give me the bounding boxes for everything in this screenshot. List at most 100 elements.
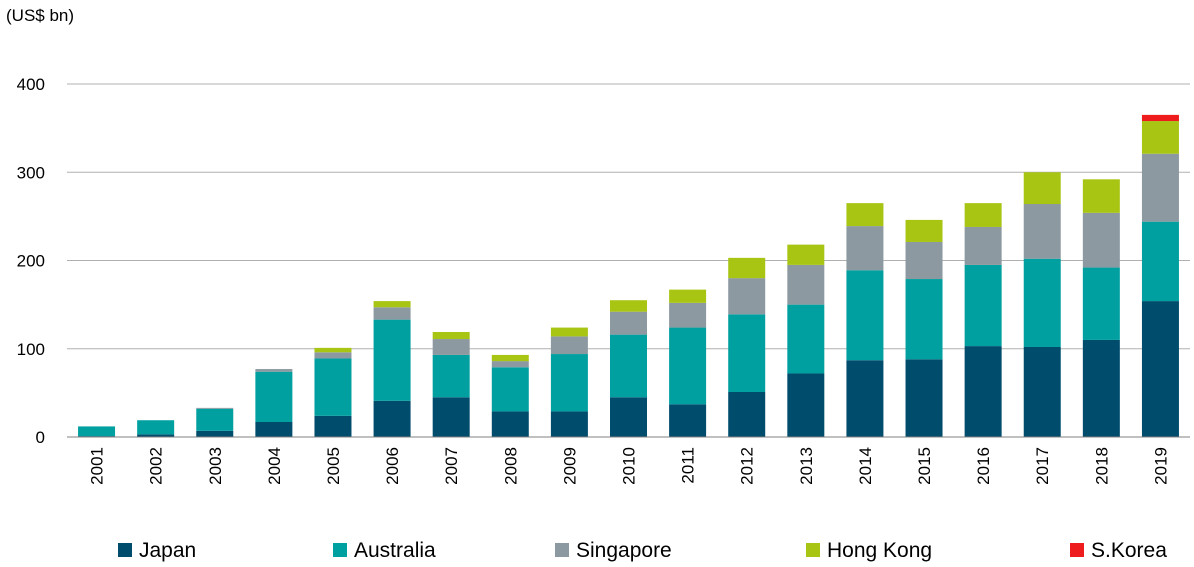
bar-segment: [1141, 114, 1179, 122]
bar-segment: [432, 354, 470, 398]
x-tick-label: 2010: [620, 447, 639, 485]
legend-swatch: [806, 543, 820, 557]
bar-segment: [550, 327, 588, 337]
legend-label: Singapore: [576, 539, 672, 562]
x-tick-label: 2018: [1092, 447, 1111, 485]
bar-segment: [137, 420, 175, 435]
y-tick-label: 0: [36, 428, 45, 447]
bar-segment: [373, 301, 411, 308]
bar-segment: [1023, 204, 1061, 259]
bar-segment: [669, 289, 707, 303]
legend-swatch: [118, 543, 132, 557]
bar-segment: [846, 360, 884, 437]
bar-segment: [669, 302, 707, 328]
bar-segment: [1023, 172, 1061, 205]
bar-segment: [964, 264, 1002, 347]
bar-segment: [255, 421, 293, 437]
bar-segment: [1023, 346, 1061, 437]
bar-segment: [669, 327, 707, 405]
x-tick-label: 2011: [679, 447, 698, 484]
bar-segment: [905, 219, 943, 242]
legend-swatch: [1070, 543, 1084, 557]
x-tick-label: 2015: [915, 447, 934, 485]
bar-segment: [964, 203, 1002, 227]
bar-segment: [314, 358, 352, 416]
bar-segment: [196, 407, 234, 409]
y-axis-label: (US$ bn): [6, 6, 74, 25]
bar-segment: [1141, 301, 1179, 437]
bar-segment: [964, 346, 1002, 437]
bar-segment: [373, 319, 411, 401]
bar-segment: [610, 300, 647, 312]
y-tick-label: 200: [17, 252, 45, 271]
bar-segment: [491, 361, 529, 368]
bar-segment: [550, 411, 588, 437]
x-tick-label: 2004: [265, 447, 284, 485]
bar-segment: [432, 331, 470, 340]
bar-segment: [846, 270, 884, 361]
bar-segment: [196, 430, 234, 437]
bar-segment: [255, 371, 293, 422]
bar-segment: [196, 408, 234, 431]
bar-segment: [610, 311, 647, 335]
y-tick-label: 400: [17, 75, 45, 94]
bar-segment: [787, 264, 825, 305]
x-tick-label: 2003: [206, 447, 225, 485]
bar-segment: [432, 339, 470, 355]
bar-segment: [491, 354, 529, 362]
legend-label: Hong Kong: [827, 539, 932, 562]
x-tick-label: 2008: [501, 447, 520, 485]
x-tick-label: 2006: [383, 447, 402, 485]
bar-segment: [373, 307, 411, 320]
bar-segment: [728, 314, 766, 392]
bar-segment: [1141, 121, 1179, 154]
x-tick-label: 2014: [856, 447, 875, 485]
bar-segment: [137, 434, 175, 437]
bar-segment: [491, 411, 529, 437]
bar-segment: [1141, 153, 1179, 222]
legend-label: Australia: [354, 539, 436, 562]
bar-segment: [491, 367, 529, 412]
y-tick-label: 100: [17, 340, 45, 359]
bar-segment: [550, 354, 588, 412]
bar-segment: [255, 369, 293, 372]
bar-segment: [846, 226, 884, 271]
x-tick-label: 2002: [147, 447, 166, 485]
legend-swatch: [333, 543, 347, 557]
bar-segment: [1023, 258, 1061, 347]
legend-label: Japan: [139, 539, 196, 562]
bar-segment: [728, 391, 766, 437]
bar-segment: [373, 400, 411, 437]
x-tick-label: 2017: [1033, 447, 1052, 485]
bar-segment: [550, 336, 588, 355]
x-tick-label: 2016: [974, 447, 993, 485]
bar-segment: [1082, 212, 1120, 268]
x-tick-label: 2012: [738, 447, 757, 485]
bar-segment: [1082, 339, 1120, 437]
x-tick-label: 2001: [88, 447, 107, 485]
legend-label: S.Korea: [1091, 539, 1167, 562]
x-tick-label: 2007: [442, 447, 461, 485]
bar-segment: [314, 347, 352, 353]
bar-segment: [787, 304, 825, 374]
bar-segment: [314, 352, 352, 359]
x-tick-label: 2019: [1151, 447, 1170, 485]
bar-segment: [1141, 221, 1179, 302]
bar-segment: [669, 404, 707, 437]
x-tick-label: 2009: [560, 447, 579, 485]
y-tick-label: 300: [17, 163, 45, 182]
bar-segment: [905, 241, 943, 280]
bar-segment: [846, 203, 884, 227]
x-tick-label: 2013: [797, 447, 816, 485]
x-tick-label: 2005: [324, 447, 343, 485]
bar-segment: [728, 278, 766, 315]
bar-segment: [610, 334, 647, 398]
bar-segment: [432, 397, 470, 437]
bar-segment: [610, 397, 647, 437]
bar-segment: [728, 257, 766, 279]
bar-segment: [964, 226, 1002, 265]
legend-swatch: [555, 543, 569, 557]
bar-segment: [905, 279, 943, 360]
bar-segment: [1082, 267, 1120, 340]
